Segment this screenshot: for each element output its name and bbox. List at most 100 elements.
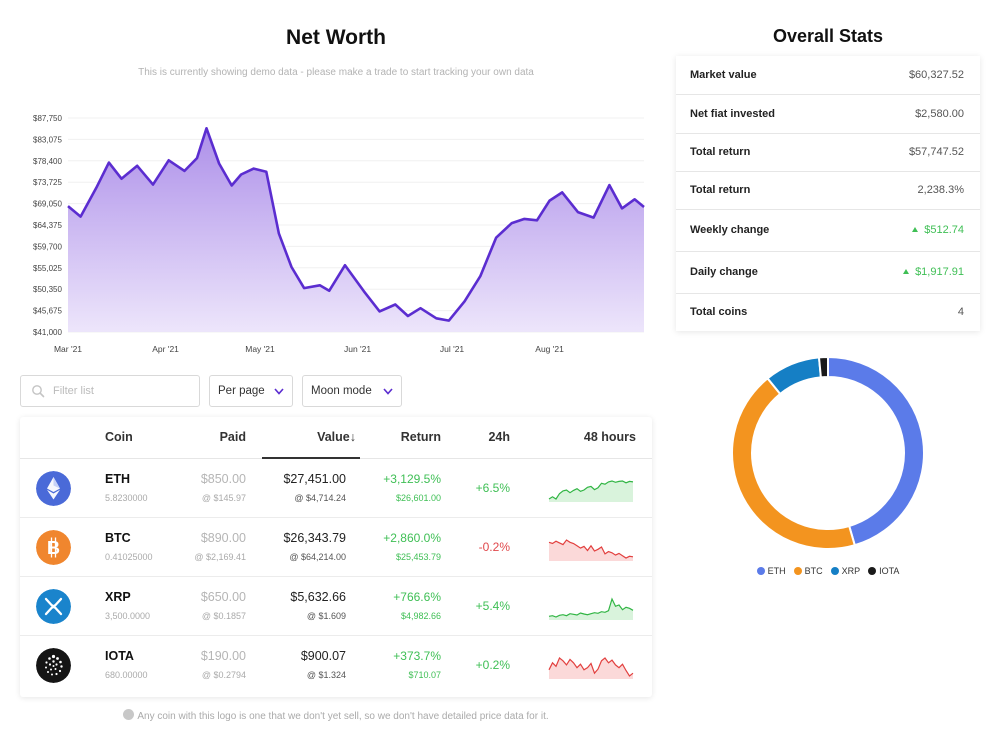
filter-input[interactable]	[53, 385, 183, 397]
stat-value: $1,917.91	[903, 266, 964, 278]
legend-item-iota[interactable]: IOTA	[868, 566, 899, 576]
table-row[interactable]: B BTC 0.41025000 $890.00 @ $2,169.41 $26…	[20, 518, 652, 577]
header-return[interactable]: Return	[400, 430, 441, 444]
current-price: @ $1.609	[306, 611, 346, 621]
y-tick-label: $45,675	[33, 307, 62, 316]
stat-row-daily-change: Daily change $1,917.91	[676, 252, 980, 294]
paid-amount: $190.00	[200, 649, 246, 663]
header-48-hours[interactable]: 48 hours	[583, 430, 636, 444]
stats-title: Overall Stats	[772, 26, 884, 46]
sparkline-line	[548, 657, 634, 677]
legend-label: BTC	[804, 566, 823, 576]
y-tick-label: $59,700	[33, 242, 62, 251]
donut-slice-iota[interactable]	[817, 355, 829, 379]
header-value[interactable]: Value↓	[317, 430, 356, 444]
return-percent: +2,860.0%	[383, 531, 441, 545]
stat-value-text: $1,917.91	[915, 266, 964, 278]
stat-value: $57,747.52	[908, 146, 964, 158]
net-worth-chart-svg: $87,750 $83,075 $78,400 $73,725 $69,050 $64,3…	[33, 114, 645, 354]
change-24h: +6.5%	[475, 481, 510, 495]
y-tick-label: $78,400	[33, 157, 62, 166]
stat-value: $60,327.52	[908, 69, 964, 81]
table-row[interactable]: IOTA 680.00000 $190.00 @ $0.2794 $900.07…	[20, 636, 652, 695]
current-price: @ $1.324	[306, 670, 346, 680]
stat-row-total-coins: Total coins 4	[676, 294, 980, 331]
coin-symbol: IOTA	[105, 649, 134, 663]
header-paid[interactable]: Paid	[219, 430, 246, 444]
paid-amount: $650.00	[200, 590, 246, 604]
stat-value: $512.74	[912, 224, 964, 236]
return-amount: $710.07	[408, 670, 441, 680]
legend-dot	[830, 567, 839, 575]
y-tick-label: $69,050	[33, 200, 62, 209]
coin-quantity: 3,500.0000	[105, 611, 151, 621]
footnote-text: Any coin with this logo is one that we d…	[137, 711, 549, 722]
sparkline-48h	[548, 480, 634, 502]
paid-price: @ $2,169.41	[194, 552, 246, 562]
paid-price: @ $0.2794	[201, 670, 246, 680]
stat-row-total-return: Total return $57,747.52	[676, 134, 980, 172]
moon-mode-select[interactable]: Moon mode	[302, 375, 402, 407]
y-tick-label: $73,725	[33, 178, 62, 187]
sparkline-area	[549, 599, 633, 620]
stat-label: Daily change	[690, 266, 758, 278]
change-24h: +5.4%	[475, 599, 510, 613]
sparkline-line	[548, 539, 634, 559]
stat-label: Market value	[690, 69, 757, 81]
sparkline-48h	[548, 539, 634, 561]
legend-label: ETH	[767, 566, 786, 576]
coin-symbol: XRP	[105, 590, 131, 604]
change-24h: +0.2%	[475, 658, 510, 672]
up-triangle-icon	[903, 269, 910, 274]
stat-row-total-return-pct: Total return 2,238.3%	[676, 172, 980, 210]
return-amount: $26,601.00	[395, 493, 441, 503]
coin-symbol: ETH	[105, 472, 130, 486]
current-price: @ $64,214.00	[289, 552, 346, 562]
sparkline-area	[549, 658, 633, 679]
x-tick-label: Apr '21	[152, 344, 179, 354]
donut-slice-eth[interactable]	[827, 355, 925, 547]
y-tick-label: $41,000	[33, 328, 62, 337]
current-value: $900.07	[300, 649, 346, 663]
table-row[interactable]: ETH 5.8230000 $850.00 @ $145.97 $27,451.…	[20, 459, 652, 518]
donut-slice-btc[interactable]	[731, 376, 857, 550]
xrp-logo-icon	[36, 589, 71, 624]
sparkline-line	[548, 480, 634, 500]
table-header: Coin Paid Value↓ Return 24h 48 hours	[20, 417, 652, 459]
stat-label: Total return	[690, 184, 751, 196]
iota-logo-icon	[36, 648, 71, 683]
stat-label: Net fiat invested	[690, 108, 775, 120]
legend-dot	[868, 567, 877, 575]
legend-label: IOTA	[879, 566, 900, 576]
donut-slice-xrp[interactable]	[766, 356, 822, 396]
return-percent: +3,129.5%	[383, 472, 441, 486]
holdings-table: Coin Paid Value↓ Return 24h 48 hours ETH…	[20, 417, 652, 697]
btc-logo-icon: B	[36, 530, 71, 565]
legend-dot	[793, 567, 802, 575]
net-worth-chart: $87,750 $83,075 $78,400 $73,725 $69,050 $64,3…	[20, 105, 650, 360]
unsupported-coin-note: Any coin with this logo is one that we d…	[20, 709, 652, 722]
filter-list-field[interactable]	[20, 375, 200, 407]
table-row[interactable]: XRP 3,500.0000 $650.00 @ $0.1857 $5,632.…	[20, 577, 652, 636]
per-page-select[interactable]: Per page	[209, 375, 293, 407]
header-coin[interactable]: Coin	[105, 430, 133, 444]
search-icon	[32, 385, 45, 398]
demo-note: This is currently showing demo data - pl…	[138, 67, 534, 78]
x-tick-label: Jun '21	[344, 344, 371, 354]
legend-item-eth[interactable]: ETH	[756, 566, 786, 576]
legend-item-xrp[interactable]: XRP	[830, 566, 860, 576]
stat-row-market-value: Market value $60,327.52	[676, 56, 980, 95]
stat-value: 4	[957, 306, 964, 318]
y-tick-label: $64,375	[33, 221, 62, 230]
chevron-down-icon	[383, 387, 393, 395]
header-24h[interactable]: 24h	[488, 430, 510, 444]
stat-label: Weekly change	[690, 224, 770, 236]
y-tick-label: $83,075	[33, 135, 62, 144]
current-price: @ $4,714.24	[294, 493, 346, 503]
current-value: $27,451.00	[283, 472, 346, 486]
net-worth-area	[68, 128, 644, 332]
sparkline-48h	[548, 597, 634, 620]
legend-item-btc[interactable]: BTC	[793, 566, 823, 576]
chevron-down-icon	[274, 387, 284, 395]
per-page-label: Per page	[218, 385, 265, 397]
